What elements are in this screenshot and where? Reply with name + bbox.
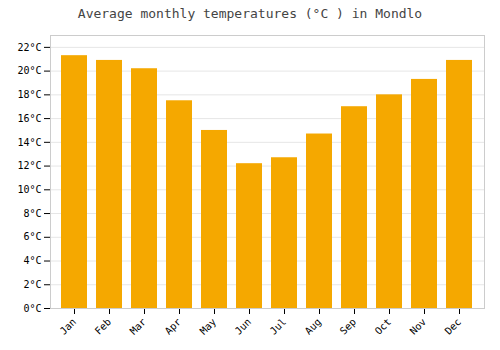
svg-text:2°C: 2°C [23,279,41,290]
svg-text:Feb: Feb [93,316,114,337]
svg-text:Nov: Nov [408,316,429,337]
svg-text:Mar: Mar [128,316,149,337]
svg-text:Jun: Jun [233,316,254,337]
svg-text:12°C: 12°C [17,160,41,171]
svg-text:22°C: 22°C [17,42,41,53]
svg-text:Jul: Jul [268,316,289,337]
svg-text:8°C: 8°C [23,208,41,219]
svg-text:16°C: 16°C [17,113,41,124]
svg-text:Aug: Aug [303,316,324,337]
svg-text:4°C: 4°C [23,255,41,266]
svg-text:Oct: Oct [373,316,394,337]
svg-text:6°C: 6°C [23,231,41,242]
svg-text:0°C: 0°C [23,303,41,314]
svg-text:20°C: 20°C [17,65,41,76]
svg-text:May: May [198,316,219,337]
svg-text:Sep: Sep [338,316,359,337]
html-text:Average monthly temperatures (: Average monthly temperatures (°C ) in Mo… [77,6,423,21]
svg-text:18°C: 18°C [17,89,41,100]
svg-text:Jan: Jan [58,316,79,337]
svg-text:Apr: Apr [163,316,184,337]
svg-text:Dec: Dec [443,316,464,337]
svg-text:14°C: 14°C [17,137,41,148]
svg-text:10°C: 10°C [17,184,41,195]
